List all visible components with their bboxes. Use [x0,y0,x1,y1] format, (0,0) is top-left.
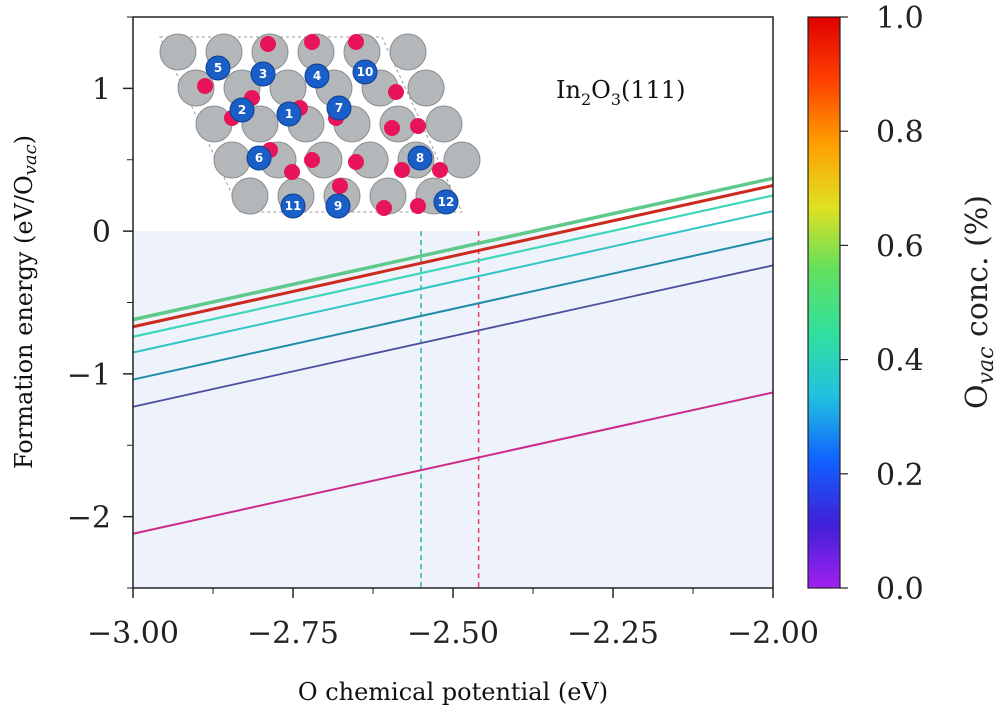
site-number-label: 10 [357,65,374,79]
inset-title: In2O3(111) [556,76,686,109]
indium-atom [195,105,233,143]
y-tick-label: 1 [92,72,111,107]
oxygen-atom [284,164,300,180]
x-tick-label: −2.50 [407,616,499,651]
oxygen-atom [432,162,448,178]
oxygen-atom [197,78,213,94]
inset-structure: 5 3 4 10 2 1 7 6 8 11 9 12 [159,33,481,219]
y-axis: −2 −1 0 1 [67,16,133,589]
indium-atom [389,33,427,71]
series-line [132,210,774,354]
series-line [132,391,774,535]
colorbar: 0.0 0.2 0.4 0.6 0.8 1.0 Ovac conc. (%) [807,1,999,607]
numbered-site-atom [276,101,302,127]
numbered-site-atom [246,145,272,171]
site-number-label: 7 [335,101,343,115]
y-tick-label: −2 [67,501,111,536]
numbered-site-atom [250,61,276,87]
colorbar-ticks: 0.0 0.2 0.4 0.6 0.8 1.0 [840,1,924,607]
indium-atom [425,105,463,143]
numbered-site-atom [433,189,459,215]
series-line [132,183,774,329]
x-axis-label: O chemical potential (eV) [298,678,608,706]
series-group [132,176,774,535]
oxygen-atom [384,120,400,136]
numbered-site-atom [407,145,433,171]
y-axis-label: Formation energy (eV/Ovac) [10,135,41,469]
y-tick-label: 0 [92,215,111,250]
reference-lines [420,231,480,588]
oxygen-atom [332,178,348,194]
site-number-label: 1 [285,107,293,121]
numbered-site-atom [304,63,330,89]
numbered-site-atom [326,95,352,121]
site-number-label: 8 [416,151,424,165]
series-line [132,176,774,322]
numbered-site-atom [205,55,231,81]
colorbar-tick-label: 0.6 [876,229,924,264]
numbered-site-atom [325,193,351,219]
oxygen-atom [410,118,426,134]
site-number-label: 3 [259,67,267,81]
oxygen-atom [394,162,410,178]
series-line [132,237,774,381]
colorbar-gradient [807,16,841,589]
x-tick-label: −2.75 [247,616,339,651]
site-number-label: 9 [334,199,342,213]
site-number-label: 12 [438,195,455,209]
series-line [132,264,774,408]
unit-cell-outline [159,36,463,213]
colorbar-tick-label: 0.8 [876,115,924,150]
oxygen-atom [304,34,320,50]
colorbar-tick-label: 0.0 [876,572,924,607]
oxygen-atom [260,36,276,52]
site-number-label: 6 [255,151,263,165]
oxygen-atom [388,84,404,100]
site-number-label: 4 [313,69,321,83]
x-tick-label: −2.00 [727,616,819,651]
colorbar-tick-label: 1.0 [876,1,924,36]
colorbar-tick-label: 0.2 [876,458,924,493]
site-number-label: 11 [285,199,302,213]
y-tick-label: −1 [67,358,111,393]
indium-atom [231,177,269,215]
indium-atom [159,33,197,71]
oxygen-atom [304,152,320,168]
x-tick-label: −2.25 [567,616,659,651]
oxygen-atom [348,154,364,170]
series-line [132,194,774,338]
indium-atom [443,141,481,179]
site-number-label: 5 [214,61,222,75]
indium-atom [407,69,445,107]
numbered-site-atom [352,59,378,85]
colorbar-tick-label: 0.4 [876,344,924,379]
numbered-site-atom [280,193,306,219]
numbered-site-atom [229,97,255,123]
indium-atom [213,141,251,179]
oxygen-atom [348,34,364,50]
shaded-negative-region [133,231,773,588]
x-axis: −3.00 −2.75 −2.50 −2.25 −2.00 [87,588,819,651]
site-number-label: 2 [238,103,246,117]
colorbar-label: Ovac conc. (%) [960,195,999,409]
x-tick-label: −3.00 [87,616,179,651]
oxygen-atom [376,200,392,216]
oxygen-atom [410,198,426,214]
